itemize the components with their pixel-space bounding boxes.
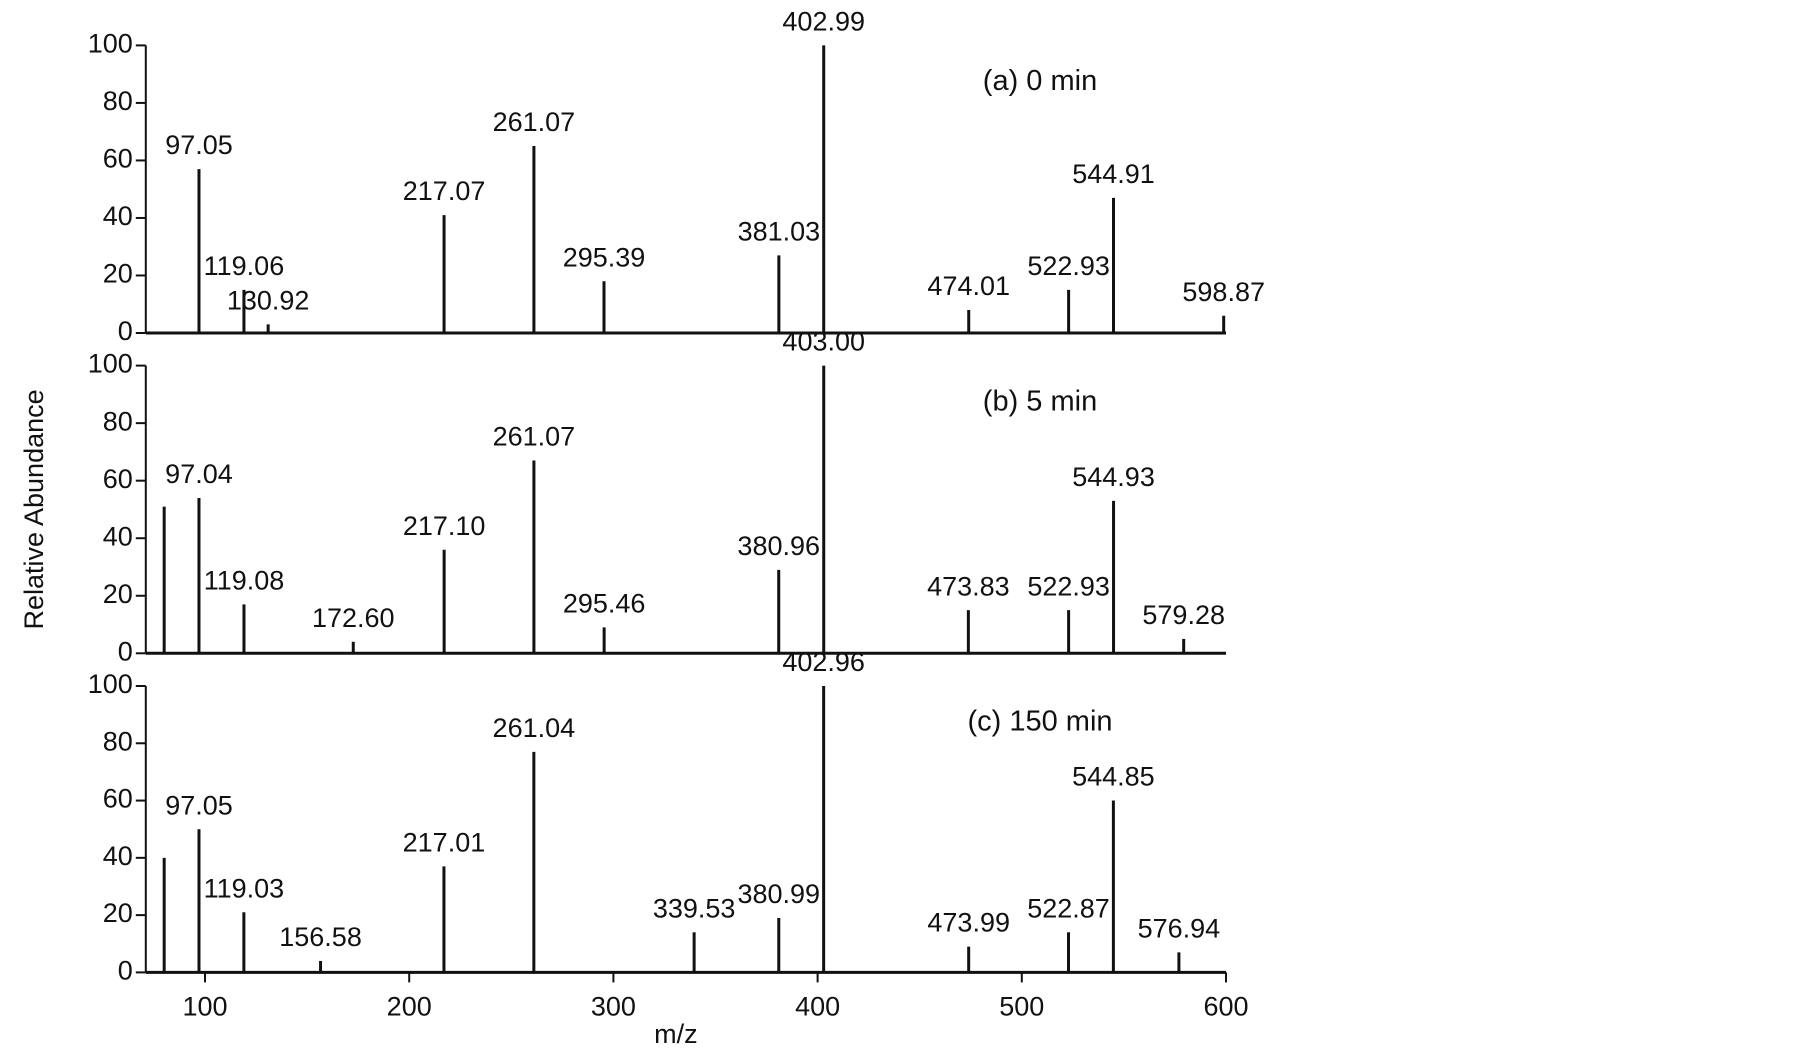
- peak-label: 522.93: [1027, 251, 1110, 281]
- panel-title: (a) 0 min: [983, 65, 1097, 97]
- peak-label: 97.05: [165, 130, 233, 160]
- peak-label: 544.91: [1072, 159, 1155, 189]
- peak-label: 402.99: [782, 7, 865, 37]
- peak-label: 339.53: [653, 893, 736, 923]
- y-tick-label: 20: [103, 898, 133, 928]
- y-tick-label: 100: [88, 349, 133, 379]
- x-tick-label: 400: [795, 992, 840, 1022]
- peak-label: 156.58: [279, 922, 362, 952]
- peak-label: 576.94: [1138, 913, 1221, 943]
- x-tick-label: 500: [999, 992, 1044, 1022]
- peak-label: 522.93: [1027, 571, 1110, 601]
- x-tick-label: 300: [591, 992, 636, 1022]
- panel-title: (c) 150 min: [967, 706, 1112, 738]
- peak-label: 217.07: [403, 176, 486, 206]
- y-tick-label: 60: [103, 464, 133, 494]
- peak-label: 522.87: [1027, 893, 1110, 923]
- peak-label: 217.01: [403, 828, 486, 858]
- peak-label: 172.60: [312, 603, 395, 633]
- peak-label: 130.92: [227, 285, 310, 315]
- peak-label: 119.03: [204, 873, 285, 903]
- y-tick-label: 0: [118, 636, 133, 666]
- y-tick-label: 40: [103, 841, 133, 871]
- peak-label: 97.05: [165, 790, 233, 820]
- peak-label: 119.06: [204, 251, 285, 281]
- peak-label: 473.99: [927, 908, 1010, 938]
- panel-title: (b) 5 min: [983, 385, 1097, 417]
- y-tick-label: 100: [88, 29, 133, 59]
- y-tick-label: 60: [103, 144, 133, 174]
- peak-label: 473.83: [927, 571, 1010, 601]
- peak-label: 544.85: [1072, 762, 1155, 792]
- x-tick-label: 600: [1203, 992, 1248, 1022]
- y-tick-label: 80: [103, 726, 133, 756]
- peak-label: 402.96: [782, 647, 865, 677]
- y-tick-label: 60: [103, 784, 133, 814]
- x-tick-label: 100: [182, 992, 227, 1022]
- y-tick-label: 0: [118, 956, 133, 986]
- y-tick-label: 0: [118, 316, 133, 346]
- peak-label: 381.03: [738, 216, 821, 246]
- peak-label: 474.01: [927, 271, 1010, 301]
- y-tick-label: 40: [103, 521, 133, 551]
- peak-label: 295.39: [563, 242, 646, 272]
- y-tick-label: 80: [103, 86, 133, 116]
- x-tick-label: 200: [387, 992, 432, 1022]
- peak-label: 261.07: [493, 422, 576, 452]
- peak-label: 119.08: [204, 566, 285, 596]
- peak-label: 544.93: [1072, 462, 1155, 492]
- peak-label: 598.87: [1182, 277, 1265, 307]
- peak-label: 261.07: [493, 107, 576, 137]
- y-axis-label: Relative Abundance: [19, 389, 49, 629]
- y-tick-label: 40: [103, 201, 133, 231]
- y-tick-label: 80: [103, 406, 133, 436]
- y-tick-label: 20: [103, 579, 133, 609]
- peak-label: 97.04: [165, 459, 233, 489]
- peak-label: 217.10: [403, 511, 486, 541]
- peak-label: 403.00: [782, 327, 865, 357]
- y-tick-label: 100: [88, 669, 133, 699]
- peak-label: 380.99: [737, 879, 820, 909]
- x-axis-label: m/z: [654, 1019, 698, 1049]
- peak-label: 380.96: [737, 531, 820, 561]
- peak-label: 579.28: [1142, 600, 1225, 630]
- y-tick-label: 20: [103, 259, 133, 289]
- peak-label: 295.46: [563, 589, 646, 619]
- peak-label: 261.04: [493, 713, 576, 743]
